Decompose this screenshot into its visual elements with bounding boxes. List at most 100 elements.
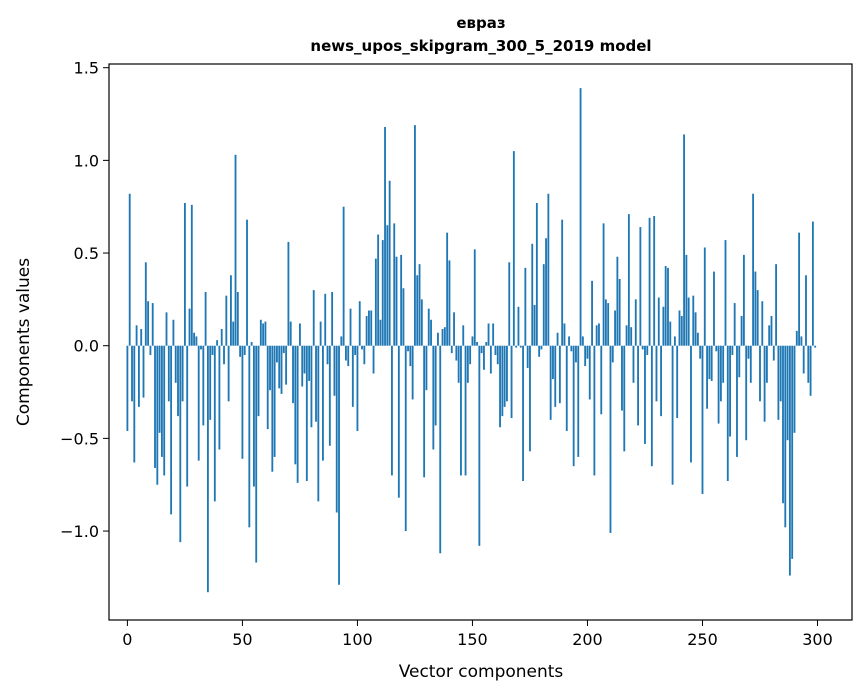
bar-137 xyxy=(441,329,444,346)
bar-26 xyxy=(186,345,189,487)
bar-280 xyxy=(770,316,773,346)
bar-27 xyxy=(188,308,191,346)
bar-22 xyxy=(177,345,179,417)
bar-277 xyxy=(763,345,766,422)
bar-167 xyxy=(510,345,513,418)
bar-88 xyxy=(328,345,331,446)
bar-154 xyxy=(480,345,483,354)
bar-86 xyxy=(324,293,327,346)
bar-168 xyxy=(512,151,515,346)
bar-183 xyxy=(547,193,550,346)
bar-205 xyxy=(598,323,600,346)
bar-121 xyxy=(404,345,407,532)
bar-125 xyxy=(414,125,416,346)
bar-263 xyxy=(731,345,734,355)
bar-146 xyxy=(462,325,465,346)
x-tick-label: 200 xyxy=(572,630,603,649)
bar-93 xyxy=(340,336,343,346)
bar-291 xyxy=(795,330,798,346)
bar-53 xyxy=(248,345,251,528)
bar-59 xyxy=(262,323,265,346)
bar-259 xyxy=(722,345,725,383)
bar-123 xyxy=(409,345,412,367)
bar-260 xyxy=(724,240,727,346)
bar-111 xyxy=(381,240,384,346)
bar-240 xyxy=(678,310,681,346)
bar-172 xyxy=(522,345,524,481)
y-axis-label: Components values xyxy=(14,258,34,426)
bar-83 xyxy=(317,345,320,502)
bar-34 xyxy=(204,291,207,346)
bar-35 xyxy=(206,345,209,593)
bar-101 xyxy=(358,301,361,346)
bar-11 xyxy=(151,303,154,346)
chart-title: евраз xyxy=(456,14,505,32)
bar-157 xyxy=(487,323,490,346)
bar-273 xyxy=(754,271,757,346)
bar-5 xyxy=(137,345,140,407)
bar-244 xyxy=(687,297,690,346)
bar-282 xyxy=(775,264,778,346)
bar-190 xyxy=(563,323,566,346)
bar-138 xyxy=(443,327,446,346)
bar-272 xyxy=(752,193,755,346)
bar-96 xyxy=(347,345,350,367)
bar-198 xyxy=(581,336,584,346)
bar-238 xyxy=(673,336,676,346)
bar-175 xyxy=(529,345,531,452)
bar-267 xyxy=(740,316,743,346)
bar-10 xyxy=(149,345,152,355)
bar-182 xyxy=(545,238,547,346)
bar-118 xyxy=(397,345,400,498)
bar-223 xyxy=(639,227,642,346)
bar-145 xyxy=(460,345,462,476)
bar-262 xyxy=(729,345,731,437)
bar-156 xyxy=(485,342,488,346)
bar-94 xyxy=(342,206,345,346)
x-tick-label: 150 xyxy=(457,630,488,649)
bar-217 xyxy=(625,325,628,346)
bar-245 xyxy=(690,345,692,463)
bar-67 xyxy=(280,345,283,394)
bar-250 xyxy=(701,345,704,494)
bar-247 xyxy=(694,312,697,346)
bar-52 xyxy=(246,219,248,346)
bar-176 xyxy=(531,243,534,346)
bar-179 xyxy=(538,345,541,357)
bar-110 xyxy=(379,319,382,346)
bar-197 xyxy=(579,88,582,346)
bar-29 xyxy=(193,332,196,346)
bar-139 xyxy=(446,232,449,346)
bar-178 xyxy=(535,203,538,346)
bar-97 xyxy=(349,308,352,346)
bar-150 xyxy=(471,336,474,346)
bar-92 xyxy=(338,345,340,585)
bar-158 xyxy=(489,345,492,374)
bar-142 xyxy=(453,312,455,346)
bar-226 xyxy=(646,345,649,355)
bar-38 xyxy=(213,345,216,502)
bar-231 xyxy=(657,297,660,346)
bar-20 xyxy=(172,319,175,346)
bar-283 xyxy=(777,345,780,420)
bar-195 xyxy=(575,345,577,363)
bar-144 xyxy=(457,345,460,383)
bar-49 xyxy=(239,345,242,357)
bar-31 xyxy=(197,345,200,461)
bar-239 xyxy=(676,345,679,418)
bar-79 xyxy=(308,345,311,381)
bar-151 xyxy=(473,249,476,346)
bar-186 xyxy=(554,345,557,407)
bar-199 xyxy=(584,345,587,367)
bar-281 xyxy=(772,345,775,361)
bar-32 xyxy=(200,345,202,350)
bar-15 xyxy=(160,345,163,457)
bar-218 xyxy=(627,214,630,346)
bar-221 xyxy=(634,299,637,346)
bar-253 xyxy=(708,345,711,380)
bar-237 xyxy=(671,345,674,485)
bar-102 xyxy=(361,345,363,350)
bar-90 xyxy=(333,345,336,396)
bar-294 xyxy=(802,345,805,374)
